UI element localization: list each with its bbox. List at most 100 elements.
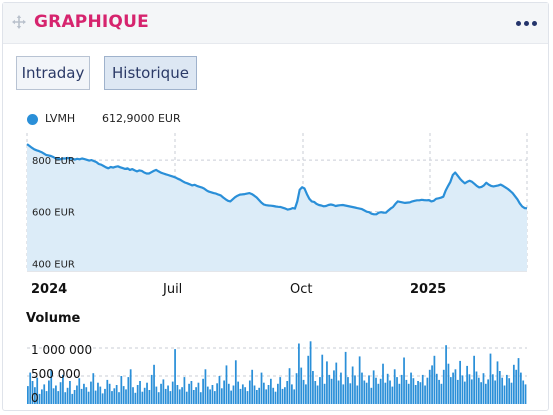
volume-bar bbox=[71, 393, 74, 404]
volume-bar bbox=[484, 383, 487, 404]
volume-bar bbox=[286, 381, 289, 404]
volume-bar bbox=[66, 387, 69, 404]
volume-bar bbox=[188, 383, 190, 404]
volume-bar bbox=[512, 364, 515, 404]
volume-bar bbox=[92, 373, 95, 404]
volume-bar bbox=[129, 369, 132, 404]
volume-bar bbox=[489, 353, 492, 404]
volume-bar bbox=[400, 374, 403, 404]
y-tick-label: 600 EUR bbox=[32, 208, 75, 219]
volume-bar bbox=[183, 377, 186, 404]
volume-bar bbox=[274, 391, 277, 404]
x-tick-label: 2025 bbox=[410, 282, 446, 297]
volume-bar bbox=[405, 379, 408, 404]
volume-bar bbox=[454, 369, 457, 404]
volume-bar bbox=[246, 391, 249, 404]
volume-bar bbox=[503, 385, 506, 404]
volume-bar bbox=[223, 380, 225, 404]
volume-bar bbox=[494, 380, 497, 404]
volume-bar bbox=[412, 378, 415, 404]
volume-bar bbox=[505, 374, 508, 404]
volume-bar bbox=[293, 389, 296, 404]
volume-bar bbox=[386, 373, 389, 404]
volume-bar bbox=[155, 386, 158, 404]
volume-bar bbox=[244, 387, 247, 404]
volume-bar bbox=[316, 385, 319, 404]
volume-bar bbox=[227, 383, 230, 404]
volume-bar bbox=[379, 378, 382, 404]
volume-bar bbox=[291, 384, 293, 404]
volume-bar bbox=[319, 377, 321, 404]
tab-historique[interactable]: Historique bbox=[104, 56, 197, 90]
series-color-dot bbox=[27, 114, 38, 125]
volume-bar bbox=[38, 393, 41, 404]
volume-bar bbox=[473, 355, 475, 404]
volume-bar bbox=[90, 381, 92, 404]
volume-bar bbox=[97, 382, 99, 404]
volume-bar bbox=[258, 387, 261, 404]
volume-bar bbox=[139, 381, 141, 404]
x-tick-label: Juil bbox=[162, 282, 182, 297]
volume-bar bbox=[440, 383, 443, 404]
volume-bar bbox=[272, 387, 275, 404]
volume-bar bbox=[323, 383, 326, 404]
volume-bar bbox=[211, 385, 214, 404]
volume-bar bbox=[445, 345, 447, 404]
more-dots-icon[interactable] bbox=[516, 21, 538, 27]
volume-bar bbox=[87, 391, 90, 404]
volume-bar bbox=[375, 377, 377, 404]
volume-bar bbox=[456, 379, 459, 404]
volume-bar bbox=[29, 372, 32, 404]
volume-bar bbox=[466, 365, 468, 404]
volume-bar bbox=[314, 381, 317, 404]
volume-bar bbox=[468, 374, 471, 404]
volume-bar bbox=[94, 390, 97, 404]
volume-bar bbox=[80, 388, 83, 404]
volume-bar bbox=[312, 371, 314, 404]
volume-bar bbox=[104, 388, 106, 404]
volume-bar bbox=[347, 377, 349, 404]
volume-bar bbox=[178, 389, 181, 404]
volume-y-tick-label: 1 000 000 bbox=[31, 343, 92, 357]
volume-bar bbox=[216, 383, 218, 404]
volume-bar bbox=[141, 391, 144, 404]
volume-bar bbox=[125, 389, 127, 404]
volume-bar bbox=[248, 380, 251, 404]
volume-bar bbox=[384, 382, 387, 404]
volume-bar bbox=[41, 389, 43, 404]
volume-bar bbox=[284, 387, 286, 404]
y-tick-label: 400 EUR bbox=[32, 259, 75, 270]
volume-bar bbox=[370, 387, 373, 404]
volume-bar bbox=[181, 387, 183, 404]
volume-bar bbox=[358, 356, 361, 404]
volume-bar bbox=[463, 381, 466, 404]
volume-bar bbox=[150, 374, 153, 404]
legend-series-value: 612,9000 EUR bbox=[102, 112, 181, 125]
volume-bar bbox=[459, 360, 461, 404]
tab-intraday[interactable]: Intraday bbox=[16, 56, 90, 90]
volume-bar bbox=[241, 384, 244, 404]
volume-bar bbox=[48, 380, 50, 404]
volume-bar bbox=[78, 378, 81, 404]
volume-bar bbox=[393, 369, 396, 404]
volume-bar bbox=[307, 355, 310, 404]
volume-bar bbox=[321, 354, 324, 404]
volume-bar bbox=[69, 381, 71, 404]
volume-bar bbox=[487, 379, 490, 404]
volume-bar bbox=[269, 378, 272, 404]
volume-bar bbox=[508, 378, 511, 404]
volume-bar bbox=[522, 380, 525, 404]
volume-bar bbox=[115, 385, 118, 404]
y-tick-label: 800 EUR bbox=[32, 156, 75, 167]
volume-bar bbox=[328, 374, 331, 404]
volume-bar bbox=[363, 380, 366, 404]
volume-bar bbox=[349, 383, 352, 404]
volume-bar bbox=[267, 385, 270, 404]
volume-bar bbox=[461, 375, 464, 404]
volume-bar bbox=[435, 373, 438, 404]
volume-bar bbox=[377, 383, 380, 404]
volume-bar bbox=[169, 391, 172, 404]
volume-bar bbox=[220, 388, 223, 404]
volume-bar bbox=[206, 386, 209, 404]
move-icon[interactable] bbox=[12, 15, 26, 29]
